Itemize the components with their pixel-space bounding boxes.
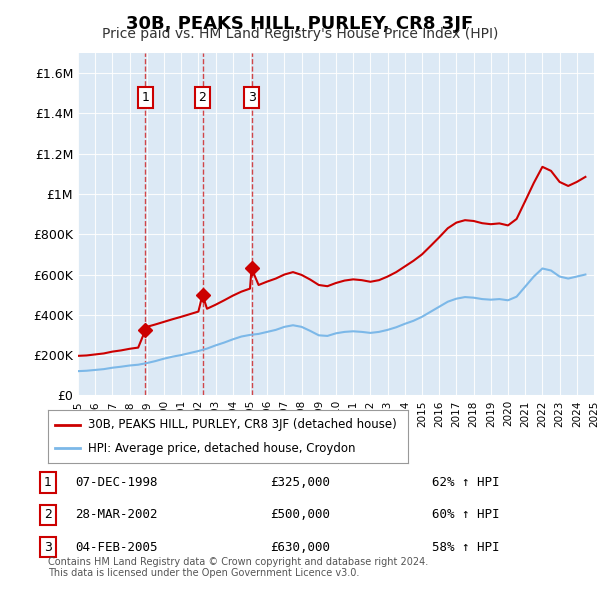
Text: 07-DEC-1998: 07-DEC-1998 [75, 476, 157, 489]
Text: 60% ↑ HPI: 60% ↑ HPI [432, 508, 499, 522]
Text: 58% ↑ HPI: 58% ↑ HPI [432, 540, 499, 554]
Text: 1: 1 [44, 476, 52, 489]
Text: 30B, PEAKS HILL, PURLEY, CR8 3JF: 30B, PEAKS HILL, PURLEY, CR8 3JF [127, 15, 473, 33]
Text: 2: 2 [44, 508, 52, 522]
Text: 30B, PEAKS HILL, PURLEY, CR8 3JF (detached house): 30B, PEAKS HILL, PURLEY, CR8 3JF (detach… [88, 418, 397, 431]
Text: HPI: Average price, detached house, Croydon: HPI: Average price, detached house, Croy… [88, 442, 355, 455]
Text: 28-MAR-2002: 28-MAR-2002 [75, 508, 157, 522]
Text: £630,000: £630,000 [270, 540, 330, 554]
Text: 04-FEB-2005: 04-FEB-2005 [75, 540, 157, 554]
Text: Contains HM Land Registry data © Crown copyright and database right 2024.
This d: Contains HM Land Registry data © Crown c… [48, 556, 428, 578]
Text: 1: 1 [142, 91, 149, 104]
Text: 62% ↑ HPI: 62% ↑ HPI [432, 476, 499, 489]
Text: £500,000: £500,000 [270, 508, 330, 522]
Text: 2: 2 [199, 91, 206, 104]
Text: 3: 3 [248, 91, 256, 104]
Text: Price paid vs. HM Land Registry's House Price Index (HPI): Price paid vs. HM Land Registry's House … [102, 27, 498, 41]
Text: £325,000: £325,000 [270, 476, 330, 489]
Text: 3: 3 [44, 540, 52, 554]
